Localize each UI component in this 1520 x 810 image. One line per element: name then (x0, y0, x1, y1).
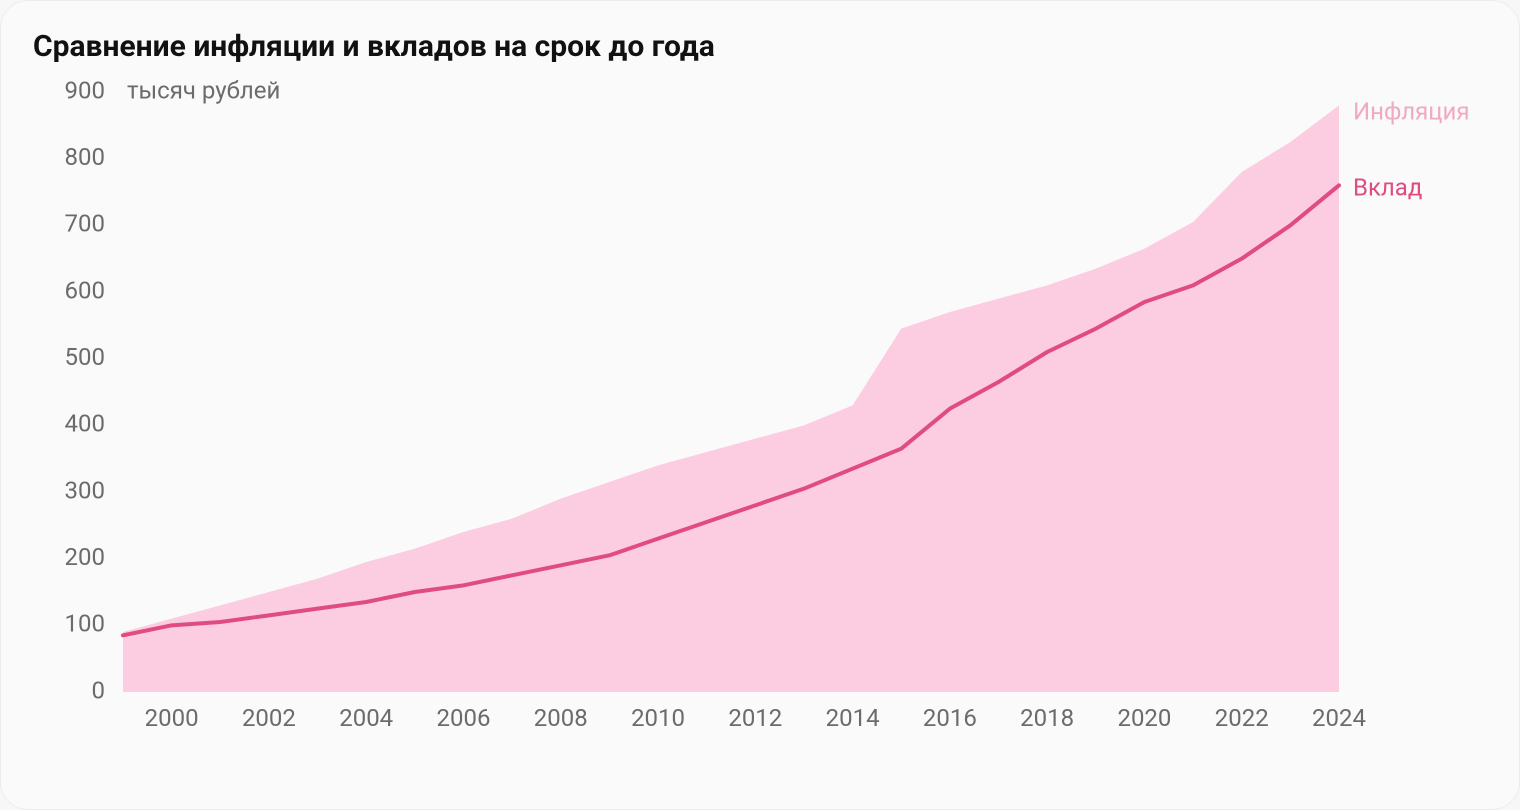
x-tick-label: 2018 (1020, 704, 1074, 732)
y-tick-label: 600 (65, 276, 105, 304)
inflation-area (123, 105, 1339, 692)
chart-plot: 0 100 200 300 400 500 600 700 800 900 тысяч рублей… (33, 72, 1487, 742)
y-tick-label: 500 (65, 343, 105, 371)
inflation-series-label: Инфляция (1353, 98, 1470, 126)
chart-card: Сравнение инфляции и вкладов на срок до … (0, 0, 1520, 810)
x-tick-label: 2014 (826, 704, 880, 732)
x-tick-label: 2010 (631, 704, 685, 732)
y-tick-label: 300 (65, 476, 105, 504)
x-tick-label: 2000 (145, 704, 199, 732)
deposit-series-label: Вклад (1353, 174, 1422, 202)
y-tick-label: 700 (65, 210, 105, 238)
x-tick-label: 2022 (1215, 704, 1269, 732)
y-tick-label: 0 (92, 676, 106, 704)
y-tick-label: 200 (65, 543, 105, 571)
x-tick-label: 2016 (923, 704, 977, 732)
x-tick-label: 2002 (242, 704, 296, 732)
y-tick-label: 800 (65, 143, 105, 171)
x-tick-label: 2008 (534, 704, 588, 732)
y-tick-label: 100 (65, 610, 105, 638)
y-unit-label: тысяч рублей (127, 76, 280, 104)
x-tick-label: 2020 (1117, 704, 1171, 732)
x-tick-label: 2024 (1312, 704, 1366, 732)
x-tick-label: 2004 (339, 704, 393, 732)
y-tick-label: 400 (65, 410, 105, 438)
x-tick-label: 2012 (728, 704, 782, 732)
y-tick-label: 900 (65, 76, 105, 104)
chart-title: Сравнение инфляции и вкладов на срок до … (33, 29, 1487, 64)
x-tick-label: 2006 (437, 704, 491, 732)
